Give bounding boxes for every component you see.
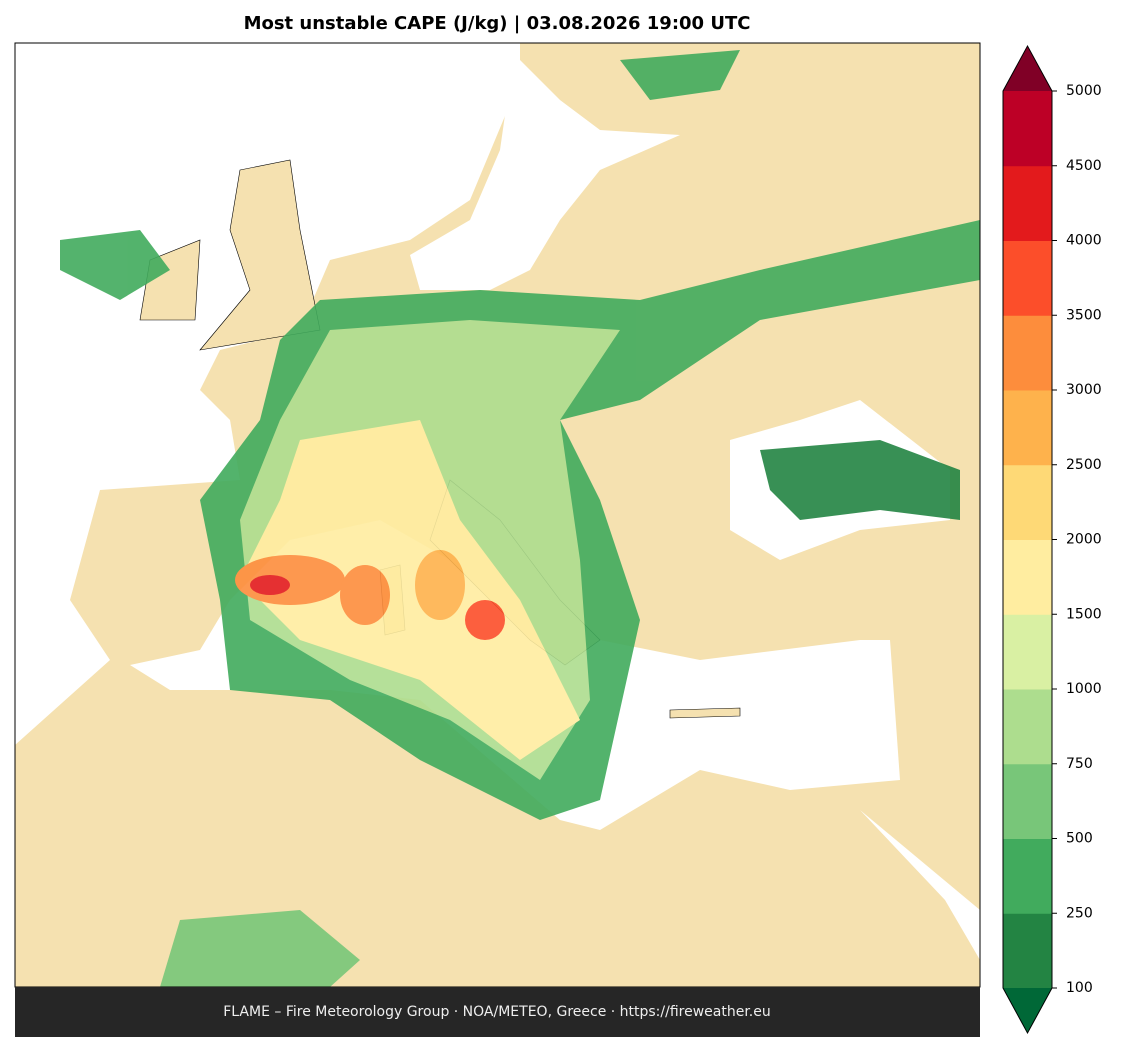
colorbar-tick-label: 1000 [1066,681,1102,697]
baltic [410,60,680,290]
cape-field [60,50,980,987]
footer-bar [15,987,980,1037]
colorbar-tick-label: 2000 [1066,532,1102,548]
colorbar-bin [1003,614,1052,690]
colorbar-tick-label: 500 [1066,831,1093,847]
colorbar-tick-label: 4000 [1066,233,1102,249]
colorbar-bin [1003,689,1052,765]
footer-text: FLAME – Fire Meteorology Group · NOA/MET… [223,1004,771,1020]
colorbar-bin [1003,240,1052,316]
colorbar-bin [1003,315,1052,391]
colorbar-tick-label: 4500 [1066,158,1102,174]
map: FLAME – Fire Meteorology Group · NOA/MET… [14,42,981,1037]
colorbar-tick-label: 5000 [1066,83,1102,99]
colorbar-bin [1003,913,1052,989]
colorbar-bin [1003,390,1052,466]
colorbar-tick-label: 250 [1066,905,1093,921]
colorbar-bin [1003,539,1052,615]
colorbar-tick-label: 1500 [1066,606,1102,622]
colorbar-bin [1003,763,1052,839]
crete [669,707,741,719]
colorbar-tick-label: 750 [1066,756,1093,772]
colorbar-tick-label: 100 [1066,980,1093,996]
great-britain [199,159,321,351]
colorbar-over [1003,46,1052,91]
colorbar-tick-label: 2500 [1066,457,1102,473]
colorbar-bin [1003,165,1052,241]
colorbar-under [1003,988,1052,1033]
colorbar-bin [1003,838,1052,914]
map-title: Most unstable CAPE (J/kg) | 03.08.2026 1… [244,13,751,34]
colorbar: 100 250 500 750 1000 1500 2000 2500 3000 3500 4000… [1002,44,1102,1035]
colorbar-bin [1003,91,1052,167]
colorbar-tick-label: 3000 [1066,382,1102,398]
atlantic [15,43,520,745]
colorbar-bin [1003,464,1052,540]
colorbar-tick-label: 3500 [1066,307,1102,323]
